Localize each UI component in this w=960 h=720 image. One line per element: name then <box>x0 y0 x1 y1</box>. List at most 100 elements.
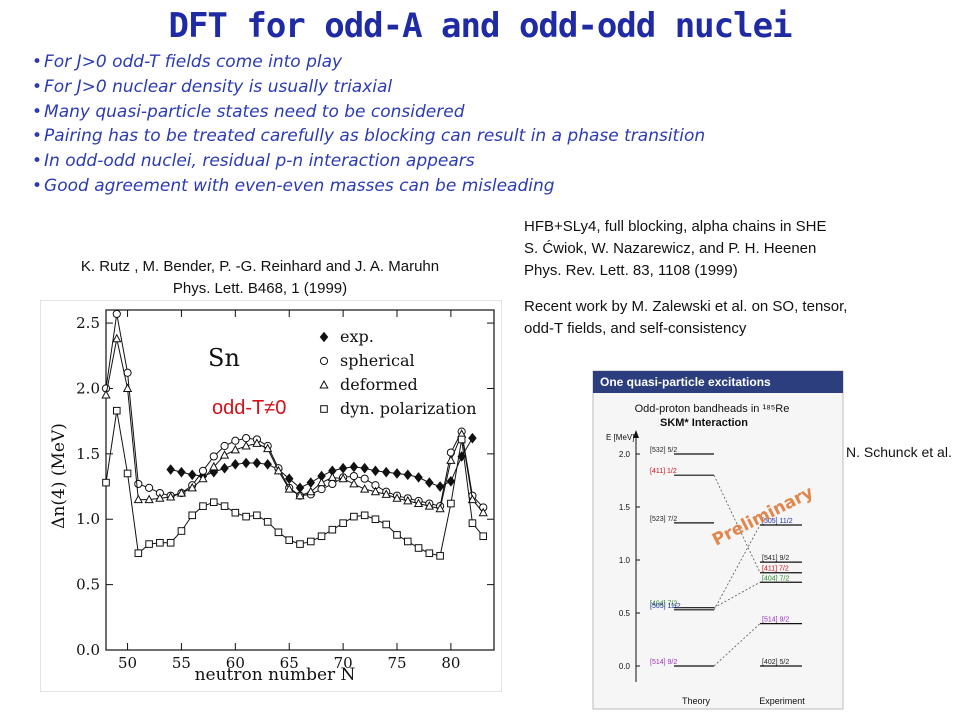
data-point <box>112 406 121 415</box>
data-point <box>382 520 391 529</box>
level-connector <box>713 623 761 667</box>
data-point <box>350 512 358 521</box>
reference-line: Phys. Lett. B468, 1 (1999) <box>172 280 348 297</box>
qp-y-unit: E [MeV] <box>606 433 634 442</box>
bullet-item: Many quasi-particle states need to be co… <box>32 100 705 125</box>
experiment-level-label: [514] 9/2 <box>762 617 789 624</box>
data-point <box>467 494 478 504</box>
data-point <box>112 309 121 319</box>
data-point <box>349 471 358 481</box>
data-point <box>360 511 369 520</box>
qp-title-line2: SKM* Interaction <box>660 417 748 429</box>
data-point <box>253 511 261 520</box>
reference-line: Phys. Rev. Lett. 83, 1108 (1999) <box>524 262 738 279</box>
data-point <box>273 465 284 475</box>
data-point <box>241 457 251 469</box>
legend-label: deformed <box>340 375 418 394</box>
qp-title-line1: Odd-proton bandheads in ¹⁸⁵Re <box>635 403 790 415</box>
legend-label: exp. <box>340 327 374 346</box>
data-point <box>338 473 348 483</box>
y-tick-label: 2.0 <box>76 379 100 397</box>
data-point <box>446 476 456 487</box>
data-point <box>468 432 477 444</box>
series-triangle <box>101 333 488 517</box>
data-point <box>403 469 413 481</box>
data-point <box>101 389 111 399</box>
theory-level-label: [411] 1/2 <box>650 468 677 475</box>
data-point <box>285 536 294 544</box>
experiment-level-label: [411] 7/2 <box>762 566 789 573</box>
reference-cwiok: HFB+SLy4, full blocking, alpha chains in… <box>524 216 954 340</box>
data-point <box>112 333 122 343</box>
theory-level-label: [404] 7/2 <box>650 601 677 608</box>
data-point <box>198 466 208 475</box>
slide-title: DFT for odd-A and odd-odd nuclei <box>168 6 792 46</box>
data-point <box>242 512 250 521</box>
data-point <box>317 485 326 494</box>
data-point <box>252 457 262 469</box>
data-point <box>381 466 391 478</box>
data-point <box>220 502 229 510</box>
data-point <box>155 493 165 502</box>
level-connector <box>713 581 761 609</box>
data-point <box>187 469 197 481</box>
qp-y-tick-label: 1.5 <box>619 503 631 512</box>
data-point <box>349 478 359 488</box>
data-point <box>145 483 154 492</box>
y-tick-label: 1.0 <box>76 510 100 528</box>
data-point <box>209 498 218 507</box>
bullet-list: For J>0 odd-T fields come into play For … <box>32 50 705 199</box>
data-point <box>144 494 154 504</box>
data-point <box>435 481 445 492</box>
data-point <box>123 469 132 478</box>
data-point <box>166 491 176 501</box>
data-point <box>187 482 197 492</box>
data-point <box>478 507 488 517</box>
y-tick-label: 2.5 <box>76 314 100 332</box>
legend-marker <box>319 331 329 343</box>
series-square <box>102 406 488 560</box>
data-point <box>284 473 294 484</box>
data-point <box>328 479 337 489</box>
data-point <box>295 490 305 500</box>
data-point <box>360 462 369 474</box>
data-point <box>371 515 380 524</box>
data-point <box>371 465 380 477</box>
data-point <box>242 434 251 443</box>
theory-level-label: [514] 9/2 <box>650 659 677 666</box>
data-point <box>339 519 347 527</box>
x-tick-label: 70 <box>334 654 353 672</box>
legend-marker <box>319 379 329 389</box>
y-tick-label: 1.5 <box>76 445 100 463</box>
data-point <box>424 501 434 510</box>
data-point <box>479 532 488 541</box>
data-point <box>393 531 401 539</box>
theory-level-label: [532] 5/2 <box>650 447 677 454</box>
reference-line: HFB+SLy4, full blocking, alpha chains in… <box>524 218 827 235</box>
experiment-column-label: Experiment <box>759 696 805 706</box>
data-point <box>177 466 186 478</box>
data-point <box>231 459 240 470</box>
data-point <box>435 503 445 513</box>
experiment-level-label: [541] 9/2 <box>762 555 789 562</box>
bullet-item: For J>0 odd-T fields come into play <box>32 50 705 75</box>
bullet-item: Good agreement with even-even masses can… <box>32 174 705 199</box>
data-point <box>392 468 402 479</box>
data-point <box>317 532 326 541</box>
data-point <box>327 472 337 481</box>
legend-marker <box>319 356 329 366</box>
reference-line: Recent work by M. Zalewski et al. on SO,… <box>524 298 848 315</box>
level-connector <box>713 524 761 611</box>
data-point <box>220 462 229 474</box>
data-point <box>436 552 444 560</box>
qp-y-tick-label: 1.0 <box>619 556 631 565</box>
x-tick-label: 50 <box>118 654 137 672</box>
y-tick-label: 0.5 <box>76 576 100 594</box>
data-point <box>230 444 240 454</box>
x-tick-label: 60 <box>226 654 245 672</box>
data-point <box>134 549 143 558</box>
data-point <box>199 502 207 510</box>
experiment-level-label: [402] 5/2 <box>762 659 789 666</box>
data-point <box>447 499 455 508</box>
data-point <box>188 511 197 520</box>
